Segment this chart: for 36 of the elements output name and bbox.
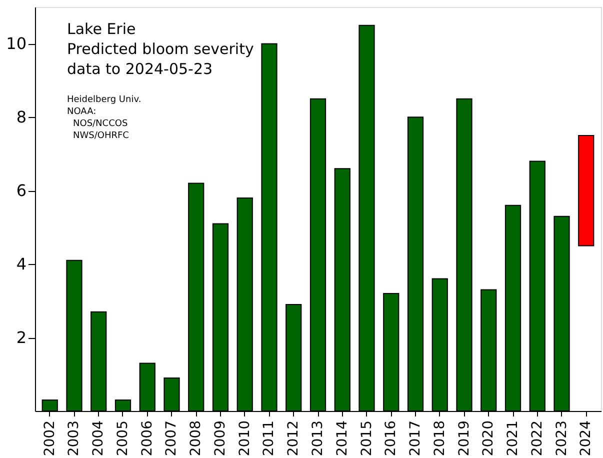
annotation: NOAA: [67,107,96,117]
annotation: Heidelberg Univ. [67,95,142,105]
y-tick-label: 6 [16,181,26,200]
annotation: data to 2024-05-23 [67,60,213,78]
annotation: NWS/OHRFC [73,131,129,141]
x-tick-label: 2023 [554,420,570,456]
y-tick-label: 4 [16,254,26,274]
x-tick-label: 2013 [310,420,326,456]
x-tick-label: 2012 [286,420,302,456]
x-tick-label: 2017 [408,420,424,456]
x-tick-label: 2024 [578,420,594,456]
x-tick-label: 2011 [261,420,278,456]
x-tick-label: 2008 [188,420,204,456]
text: Predicted bloom severity [67,40,254,58]
x-tick-label: 2015 [358,420,375,456]
x-tick-label: 2018 [432,420,448,456]
x-tick-label: 2009 [212,420,228,456]
x-tick-label: 2010 [236,420,253,456]
x-tick-label: 2020 [480,420,497,456]
y-tick-label: 10 [6,34,26,54]
x-tick-label: 2004 [90,420,107,456]
annotation: NOS/NCCOS [73,119,128,129]
x-tick-label: 2002 [42,420,58,456]
x-tick-label: 2016 [383,420,400,456]
x-tick-label: 2019 [456,420,472,456]
x-tick-label: 2021 [505,420,522,456]
y-tick-label: 8 [16,108,26,127]
bar [578,135,594,246]
x-tick-label: 2003 [66,420,82,456]
y-tick-label: 2 [16,328,26,348]
x-tick-label: 2022 [529,420,546,456]
x-tick-label: 2007 [164,420,180,456]
x-tick-label: 2006 [139,420,156,456]
x-tick-label: 2005 [114,420,131,456]
x-tick-label: 2014 [334,420,350,456]
text: Lake Erie [67,20,136,38]
